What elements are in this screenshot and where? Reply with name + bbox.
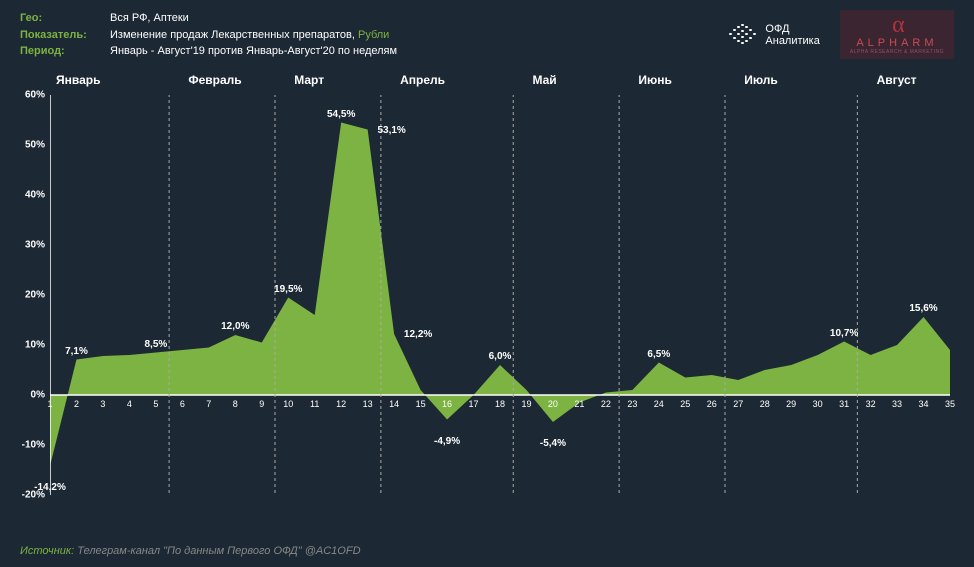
x-tick: 1 [47,399,52,409]
month-label: Июль [744,73,778,87]
ofd-logo: ОФД Аналитика [727,23,819,47]
period-label: Период: [20,43,110,60]
x-tick: 26 [707,399,717,409]
indicator-value: Изменение продаж Лекарственных препарато… [110,27,389,44]
data-label: 15,6% [909,303,937,314]
y-tick: 60% [10,90,45,101]
y-tick: 10% [10,340,45,351]
alpharm-logo: α ALPHARM ALPHA RESEARCH & MARKETING [840,10,954,59]
ofd-line2: Аналитика [765,35,819,47]
y-tick: -10% [10,440,45,451]
x-tick: 14 [389,399,399,409]
x-tick: 6 [180,399,185,409]
month-label: Апрель [400,73,445,87]
x-tick: 24 [654,399,664,409]
month-label: Июнь [638,73,672,87]
chart: -20%-10%0%10%20%30%40%50%60% ЯнварьФевра… [50,95,955,495]
x-tick: 30 [813,399,823,409]
x-tick: 32 [866,399,876,409]
ofd-dots-icon [727,24,757,46]
alpharm-icon: α [850,16,944,35]
source-label: Источник: [20,545,74,557]
x-tick: 34 [919,399,929,409]
x-tick: 17 [469,399,479,409]
x-tick: 33 [892,399,902,409]
x-tick: 13 [363,399,373,409]
x-tick: 27 [733,399,743,409]
data-label: 10,7% [830,328,858,339]
month-label: Март [294,73,324,87]
indicator-pre: Изменение продаж Лекарственных препарато… [110,29,358,41]
y-tick: 20% [10,290,45,301]
y-axis: -20%-10%0%10%20%30%40%50%60% [10,95,45,495]
ofd-text: ОФД Аналитика [765,23,819,47]
month-labels: Январь Февраль Март Апрель Май Июнь Июль Август [50,73,955,93]
x-tick: 16 [442,399,452,409]
data-label: 54,5% [327,109,355,120]
alpharm-sub: ALPHA RESEARCH & MARKETING [850,49,944,55]
period-value: Январь - Август'19 против Январь-Август'… [110,43,397,60]
data-label: 6,0% [489,351,512,362]
x-tick: 10 [283,399,293,409]
x-tick: 12 [336,399,346,409]
x-tick: 23 [627,399,637,409]
x-tick: 20 [548,399,558,409]
x-tick: 28 [760,399,770,409]
header: Гео: Вся РФ, Аптеки Показатель: Изменени… [0,0,974,60]
x-tick: 35 [945,399,955,409]
x-tick: 25 [680,399,690,409]
data-label: 19,5% [274,284,302,295]
y-tick: 0% [10,390,45,401]
x-tick: 8 [233,399,238,409]
month-label: Август [877,73,917,87]
data-label: 7,1% [65,346,88,357]
geo-value: Вся РФ, Аптеки [110,10,189,27]
x-tick: 3 [100,399,105,409]
x-tick: 9 [259,399,264,409]
x-tick: 31 [839,399,849,409]
x-tick: 15 [416,399,426,409]
data-label: 8,5% [144,339,167,350]
month-label: Январь [56,73,100,87]
logos: ОФД Аналитика α ALPHARM ALPHA RESEARCH &… [727,10,954,60]
x-tick: 29 [786,399,796,409]
month-label: Февраль [188,73,241,87]
x-tick: 21 [574,399,584,409]
data-label: 53,1% [377,125,405,136]
data-label: -5,4% [540,438,566,449]
ofd-line1: ОФД [765,23,819,35]
data-label: 12,2% [404,329,432,340]
x-tick: 11 [310,399,319,409]
data-label: 12,0% [221,321,249,332]
data-label: -4,9% [434,436,460,447]
x-tick: 5 [153,399,158,409]
indicator-label: Показатель: [20,27,110,44]
x-tick: 18 [495,399,505,409]
data-label: 6,5% [647,349,670,360]
x-tick: 22 [601,399,611,409]
x-tick: 4 [127,399,132,409]
footer: Источник: Телеграм-канал "По данным Перв… [20,545,361,557]
data-label: -14,2% [34,482,66,493]
source-text: Телеграм-канал "По данным Первого ОФД" @… [74,545,360,557]
area-chart-svg [50,95,955,495]
month-label: Май [532,73,556,87]
x-tick: 7 [206,399,211,409]
meta-block: Гео: Вся РФ, Аптеки Показатель: Изменени… [20,10,397,60]
indicator-accent: Рубли [358,29,389,41]
y-tick: 30% [10,240,45,251]
y-tick: 40% [10,190,45,201]
alpharm-name: ALPHARM [850,37,944,49]
y-tick: 50% [10,140,45,151]
x-tick: 2 [74,399,79,409]
x-tick: 19 [521,399,531,409]
geo-label: Гео: [20,10,110,27]
